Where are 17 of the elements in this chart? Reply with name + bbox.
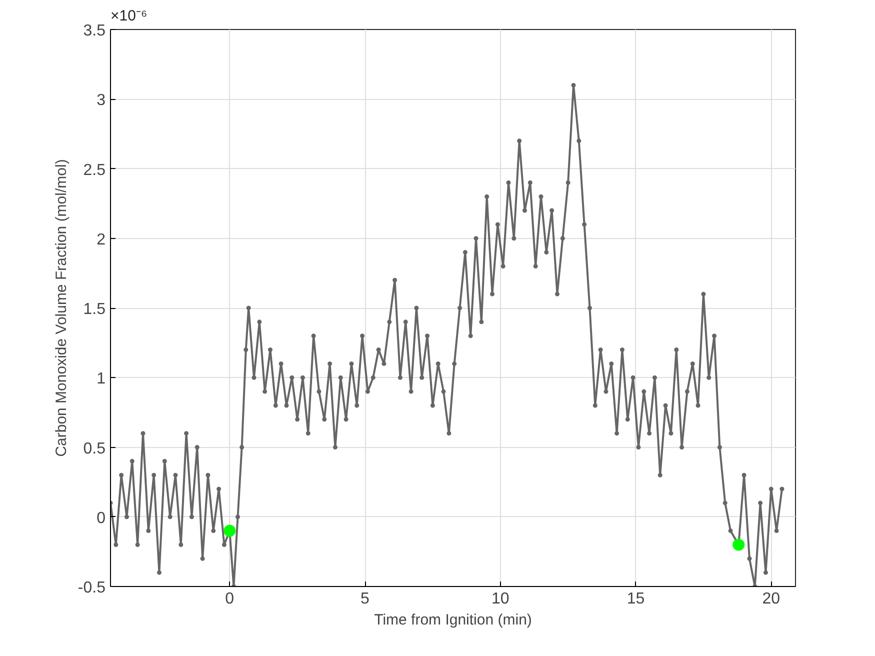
y-tick-label: 2.5 <box>83 162 106 179</box>
x-tick-label: 0 <box>225 590 234 608</box>
x-tick-label: 5 <box>360 590 370 608</box>
x-axis-title: Time from Ignition (min) <box>374 612 532 628</box>
x-tick-label: 10 <box>491 590 510 608</box>
y-tick-label: 0 <box>96 510 106 527</box>
y-tick-label: 1.5 <box>83 301 106 318</box>
x-tick-label: 20 <box>762 590 780 608</box>
x-tick-label: 15 <box>626 590 645 608</box>
y-axis-title: Carbon Monoxide Volume Fraction (mol/mol) <box>52 159 70 457</box>
y-tick-label: 1 <box>96 370 106 388</box>
y-tick-label: 3 <box>96 92 106 110</box>
y-tick-label: 2 <box>96 231 106 248</box>
text: ×10⁻⁶ <box>110 8 148 24</box>
y-tick-label: -0.5 <box>78 580 106 596</box>
y-tick-label: 0.5 <box>83 440 106 458</box>
y-tick-label: 3.5 <box>83 22 106 40</box>
